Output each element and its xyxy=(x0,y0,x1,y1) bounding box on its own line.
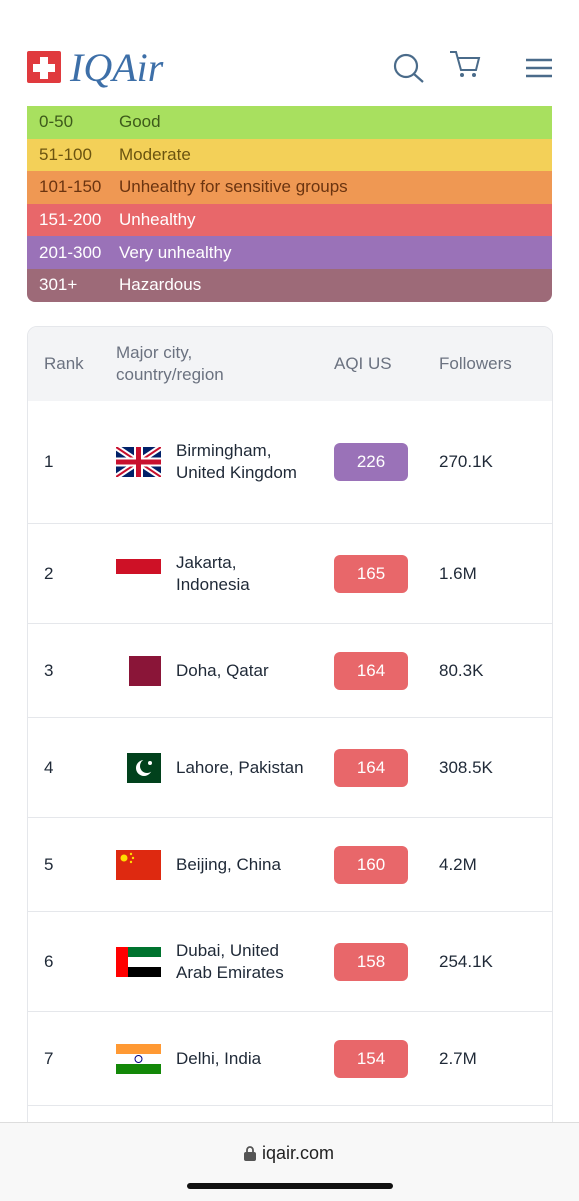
aqi-badge: 160 xyxy=(334,845,408,884)
flag xyxy=(114,444,163,480)
city[interactable]: Jakarta, Indonesia xyxy=(176,552,250,594)
followers: 2.7M xyxy=(439,1048,477,1068)
header-cell: Rank xyxy=(44,354,84,373)
flag-svg xyxy=(116,558,161,589)
city[interactable]: Delhi, India xyxy=(176,1048,262,1068)
home-indicator xyxy=(187,1183,393,1189)
header-cell: AQI US xyxy=(334,354,392,373)
flag xyxy=(116,849,161,880)
aqi-badge: 164 xyxy=(334,651,408,690)
legend-row: 151-200 Unhealthy xyxy=(27,203,552,237)
flag xyxy=(116,946,161,977)
legend-label: Hazardous xyxy=(119,275,202,295)
city[interactable]: Dubai, United Arab Emirates xyxy=(176,940,284,982)
flag xyxy=(116,655,161,686)
table-row: 6 Dubai, United Arab Emirates 158 254.1K xyxy=(28,912,552,1012)
rank: 6 xyxy=(44,951,54,971)
aqi-legend: 0-50 Good 51-100 Moderate 101-150 Unhealthy f… xyxy=(27,106,552,302)
rank: 7 xyxy=(44,1048,54,1068)
legend-label: Moderate xyxy=(119,144,191,164)
rank: 4 xyxy=(44,757,54,777)
legend-range: 51-100 xyxy=(39,144,92,164)
followers: 254.1K xyxy=(439,951,493,971)
legend-label: Unhealthy xyxy=(119,210,196,230)
header-cell: Followers xyxy=(439,354,512,373)
url[interactable]: iqair.com xyxy=(262,1143,335,1163)
table-row: 3 Doha, Qatar 164 80.3K xyxy=(28,624,552,718)
legend-row: 51-100 Moderate xyxy=(27,138,552,172)
table-row: 2 Jakarta, Indonesia 165 1.6M xyxy=(28,524,552,624)
flag-svg xyxy=(116,655,161,686)
table-row: 7 Delhi, India 154 2.7M xyxy=(28,1012,552,1106)
rank: 3 xyxy=(44,660,54,680)
flag-svg xyxy=(114,444,163,480)
aqi-badge: 154 xyxy=(334,1039,408,1078)
flag-svg xyxy=(116,752,161,783)
header: IQAir xyxy=(0,0,579,106)
legend-label: Unhealthy for sensitive groups xyxy=(119,177,348,197)
flag xyxy=(116,752,161,783)
table-header: Rank Major city, country/region AQI US F… xyxy=(28,327,552,401)
aqi-badge: 226 xyxy=(334,443,408,481)
city[interactable]: Lahore, Pakistan xyxy=(176,757,304,777)
browser-bar: iqair.com xyxy=(0,1122,579,1201)
table-body: 1 Birmingham, United Kingdom 226 270.1K 2 Jak… xyxy=(28,401,552,1147)
rank: 5 xyxy=(44,854,54,874)
table-row: 1 Birmingham, United Kingdom 226 270.1K xyxy=(28,401,552,524)
table-row: 5 Beijing, China 160 4.2M xyxy=(28,818,552,912)
ranking-table: Rank Major city, country/region AQI US F… xyxy=(27,326,553,1148)
followers: 4.2M xyxy=(439,854,477,874)
followers: 270.1K xyxy=(439,452,493,471)
legend-label: Very unhealthy xyxy=(119,242,232,262)
legend-row: 201-300 Very unhealthy xyxy=(27,236,552,269)
flag-svg xyxy=(116,1043,161,1074)
rank: 2 xyxy=(44,563,54,583)
flag-svg xyxy=(116,849,161,880)
header-icons xyxy=(27,51,552,83)
flag xyxy=(116,1043,161,1074)
legend-range: 201-300 xyxy=(39,242,102,262)
flag xyxy=(116,558,161,589)
legend-row: 101-150 Unhealthy for sensitive groups xyxy=(27,171,552,204)
legend-range: 151-200 xyxy=(39,210,102,230)
header-cell: Major city, country/region xyxy=(116,343,224,384)
aqi-badge: 164 xyxy=(334,748,408,787)
rank: 1 xyxy=(44,452,54,471)
aqi-badge: 158 xyxy=(334,942,408,981)
city[interactable]: Doha, Qatar xyxy=(176,660,269,680)
city[interactable]: Birmingham, United Kingdom xyxy=(176,441,297,482)
lock-icon xyxy=(244,1146,256,1161)
legend-row: 0-50 Good xyxy=(27,106,552,139)
table-row: 4 Lahore, Pakistan 164 308.5K xyxy=(28,718,552,818)
brand[interactable]: IQAir xyxy=(70,45,164,90)
followers: 308.5K xyxy=(439,757,493,777)
followers: 80.3K xyxy=(439,660,484,680)
legend-row: 301+ Hazardous xyxy=(27,268,552,302)
followers: 1.6M xyxy=(439,563,477,583)
legend-range: 301+ xyxy=(39,275,78,295)
flag-svg xyxy=(116,946,161,977)
legend-range: 101-150 xyxy=(39,177,102,197)
city[interactable]: Beijing, China xyxy=(176,854,281,874)
aqi-badge: 165 xyxy=(334,554,408,593)
legend-label: Good xyxy=(119,112,161,132)
legend-range: 0-50 xyxy=(39,112,74,132)
